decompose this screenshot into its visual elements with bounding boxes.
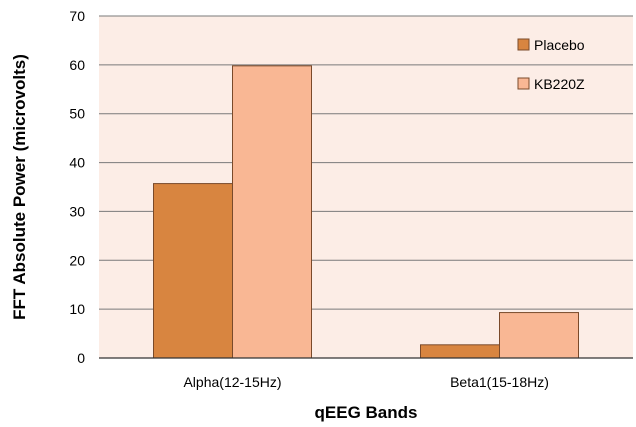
y-tick-label: 30 bbox=[69, 203, 85, 219]
x-axis-title: qEEG Bands bbox=[315, 403, 418, 422]
y-tick-label: 60 bbox=[69, 57, 85, 73]
legend: Placebo KB220Z bbox=[517, 37, 585, 92]
bar-placebo-1 bbox=[420, 344, 500, 359]
x-tick-label: Alpha(12-15Hz) bbox=[183, 374, 281, 390]
y-tick-label: 70 bbox=[69, 8, 85, 24]
legend-swatch-kb220z bbox=[517, 77, 530, 90]
legend-swatch-placebo bbox=[517, 38, 530, 51]
y-tick-label: 10 bbox=[69, 301, 85, 317]
y-tick-label: 40 bbox=[69, 155, 85, 171]
legend-label-placebo: Placebo bbox=[534, 37, 585, 53]
bar-placebo-0 bbox=[153, 183, 233, 359]
x-tick-label: Beta1(15-18Hz) bbox=[450, 374, 549, 390]
y-tick-label: 0 bbox=[77, 350, 85, 366]
bar-kb220z-1 bbox=[499, 312, 579, 359]
y-axis-title: FFT Absolute Power (microvolts) bbox=[10, 54, 29, 320]
bars bbox=[153, 65, 579, 359]
y-tick-label: 20 bbox=[69, 252, 85, 268]
legend-label-kb220z: KB220Z bbox=[534, 76, 585, 92]
y-axis-tick-labels: 0 10 20 30 40 50 60 70 bbox=[69, 8, 85, 366]
bar-kb220z-0 bbox=[232, 65, 312, 359]
y-tick-label: 50 bbox=[69, 106, 85, 122]
x-axis-tick-labels: Alpha(12-15Hz) Beta1(15-18Hz) bbox=[183, 374, 548, 390]
